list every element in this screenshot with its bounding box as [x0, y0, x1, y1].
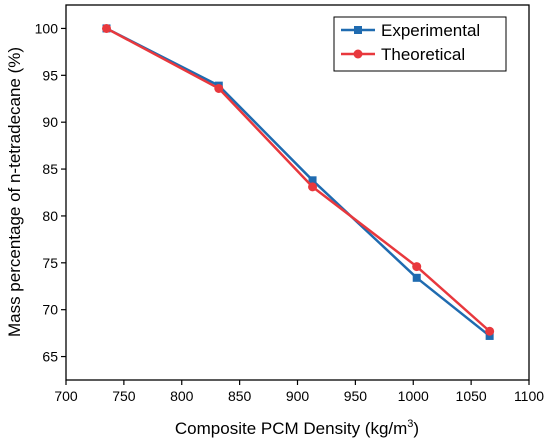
legend: Experimental Theoretical [333, 16, 507, 72]
x-tick-label: 1050 [456, 388, 487, 404]
series-line-theoretical [105, 27, 491, 333]
data-point-experimental [308, 176, 317, 185]
legend-marker-theoretical [353, 49, 363, 59]
x-tick-label: 1000 [398, 388, 429, 404]
data-point-experimental [412, 273, 421, 282]
y-tick-label: 95 [42, 67, 58, 83]
y-tick-label: 65 [42, 349, 58, 365]
y-tick-label: 90 [42, 114, 58, 130]
x-tick-label: 800 [170, 388, 194, 404]
data-point-theoretical [308, 182, 318, 192]
x-tick-label: 750 [112, 388, 136, 404]
data-point-theoretical [214, 83, 224, 93]
legend-label-theoretical: Theoretical [381, 45, 465, 64]
y-tick-label: 80 [42, 208, 58, 224]
data-point-experimental [485, 331, 494, 340]
x-axis-title: Composite PCM Density (kg/m3) [175, 418, 419, 438]
legend-marker-experimental [354, 26, 362, 34]
x-tick-label: 1100 [514, 388, 544, 404]
data-point-theoretical [102, 23, 112, 33]
x-tick-label: 850 [228, 388, 252, 404]
data-point-theoretical [412, 262, 422, 272]
y-tick-label: 100 [35, 20, 59, 36]
x-axis-title-superscript: 3 [407, 418, 413, 430]
x-tick-label: 700 [54, 388, 78, 404]
y-tick-label: 85 [42, 161, 58, 177]
data-point-theoretical [485, 326, 495, 336]
legend-label-experimental: Experimental [381, 21, 480, 40]
x-tick-label: 900 [286, 388, 310, 404]
y-axis-title: Mass percentage of n-tetradecane (%) [5, 47, 24, 337]
y-axis: 65 70 75 80 85 90 95 100 [35, 20, 66, 365]
x-tick-label: 950 [344, 388, 368, 404]
y-tick-label: 75 [42, 255, 58, 271]
x-axis: 700 750 800 850 900 950 1000 1050 1100 [54, 380, 544, 404]
y-tick-label: 70 [42, 302, 58, 318]
series-layer [102, 23, 495, 340]
series-line-experimental [105, 27, 491, 337]
legend-box [333, 16, 507, 72]
